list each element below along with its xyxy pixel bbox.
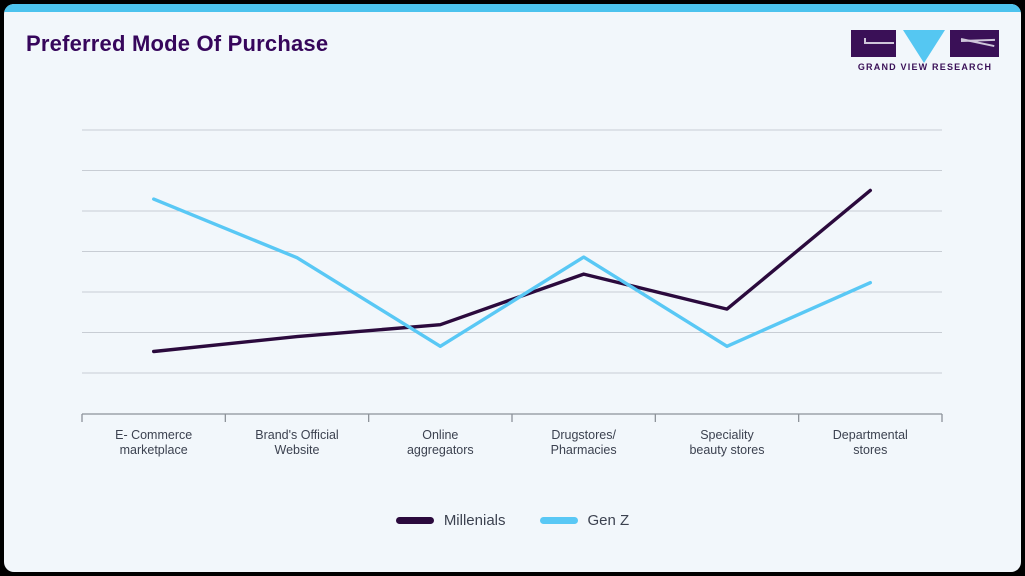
x-axis-label-line-1: Departmental (832, 428, 908, 442)
x-axis-label-line-2: marketplace (119, 443, 188, 457)
x-axis-label-line-2: Pharmacies (550, 443, 617, 457)
logo-left-horizontal-line-icon (864, 42, 894, 44)
logo-marks (851, 26, 999, 63)
accent-top-bar (4, 4, 1021, 12)
x-axis-label-line-2: beauty stores (689, 443, 765, 457)
series-line-millenials (151, 188, 872, 354)
legend-item-millenials[interactable]: Millenials (395, 512, 506, 529)
x-axis-labels: E- Commerce marketplace Brand's Official We… (82, 422, 942, 468)
chart-x-axis (81, 413, 943, 422)
x-axis-label-3: Online aggregators (369, 422, 512, 468)
legend-item-gen-z[interactable]: Gen Z (539, 512, 630, 529)
legend-label: Gen Z (587, 512, 630, 529)
series-line-gen-z (151, 197, 872, 348)
x-axis-label-line-1: Speciality (700, 428, 754, 442)
brand-logo: GRAND VIEW RESEARCH (851, 26, 999, 82)
x-axis-label-2: Brand's Official Website (225, 422, 368, 468)
x-axis-label-line-1: E- Commerce (115, 428, 193, 442)
page-title: Preferred Mode Of Purchase (26, 31, 329, 56)
legend-swatch-icon (395, 517, 434, 524)
legend-label: Millenials (443, 512, 506, 529)
x-axis-label-4: Drugstores/Pharmacies (512, 422, 655, 468)
logo-left-vertical-tick-icon (864, 38, 866, 44)
line-chart-plot (81, 129, 943, 422)
chart-gridlines (82, 129, 942, 374)
x-axis-label-line-1: Online (422, 428, 459, 442)
chart-series (151, 188, 872, 354)
x-axis-label-line-1: Brand's Official (255, 428, 339, 442)
x-axis-label-line-2: aggregators (406, 443, 474, 457)
chart-card: Preferred Mode Of Purchase GRAND VIEW RE… (4, 4, 1021, 572)
x-axis-label-line-2: Website (274, 443, 320, 457)
x-axis-label-5: Speciality beauty stores (655, 422, 798, 468)
chart-legend: Millenials Gen Z (4, 512, 1021, 529)
x-axis-label-6: Departmental stores (799, 422, 942, 468)
logo-wordmark: GRAND VIEW RESEARCH (857, 62, 993, 72)
x-axis-label-line-2: stores (853, 443, 888, 457)
x-axis-label-line-1: Drugstores/ (551, 428, 616, 442)
x-axis-label-1: E- Commerce marketplace (82, 422, 225, 468)
logo-down-triangle-icon (903, 30, 945, 63)
legend-swatch-icon (539, 517, 578, 524)
